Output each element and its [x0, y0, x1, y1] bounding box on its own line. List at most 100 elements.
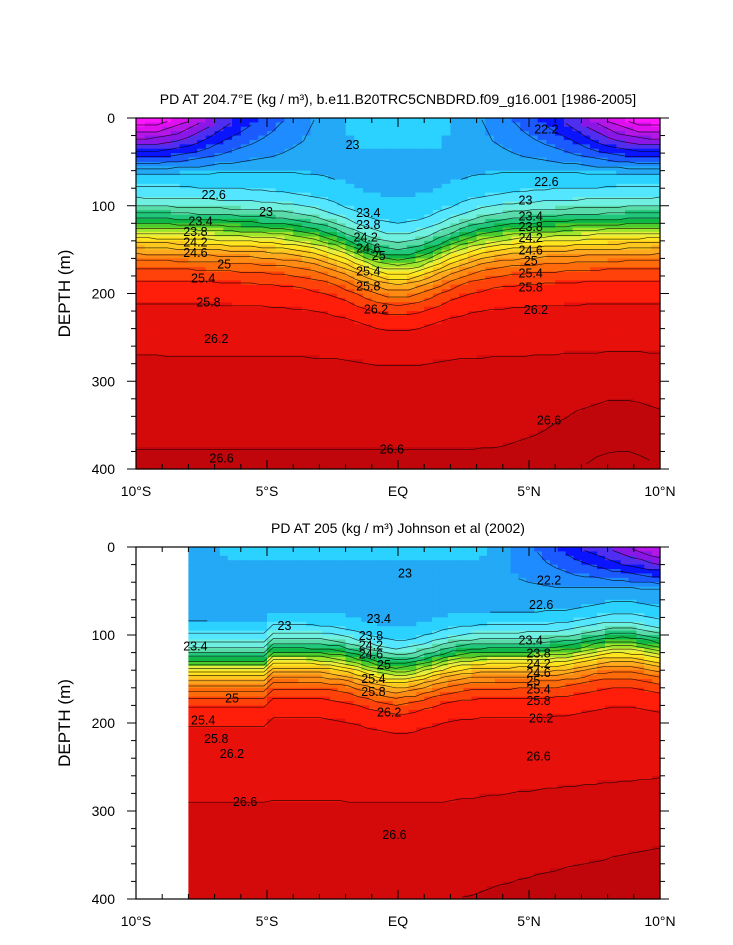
contour-cell — [301, 420, 312, 426]
contour-cell — [563, 332, 574, 338]
contour-cell — [511, 425, 521, 431]
contour-cell — [494, 447, 504, 453]
contour-cell — [424, 297, 434, 303]
contour-cell — [485, 447, 495, 453]
contour-cell — [572, 464, 582, 470]
contour-cell — [598, 407, 609, 413]
contour-cell — [642, 407, 652, 413]
contour-cell — [136, 315, 146, 321]
contour-cell — [240, 249, 251, 255]
contour-cell — [459, 350, 469, 356]
contour-cell — [616, 455, 626, 461]
contour-cell — [572, 188, 582, 194]
contour-cell — [511, 218, 521, 224]
contour-cell — [459, 332, 469, 338]
contour-cell — [625, 126, 635, 132]
contour-cell — [267, 451, 277, 457]
contour-line — [136, 247, 660, 286]
contour-cell — [572, 460, 582, 466]
contour-cell — [389, 205, 399, 211]
contour-cell — [398, 460, 408, 466]
contour-cell — [502, 297, 513, 303]
contour-cell — [205, 179, 216, 185]
contour-cell — [275, 280, 286, 286]
contour-cell — [415, 438, 425, 444]
contour-cell — [240, 135, 251, 141]
contour-cell — [205, 376, 216, 382]
contour-cell — [354, 223, 364, 229]
contour-cell — [494, 118, 504, 123]
contour-cell — [179, 337, 189, 343]
contour-cell — [529, 376, 539, 382]
contour-cell — [328, 179, 338, 185]
contour-cell — [581, 315, 591, 321]
contour-cell — [258, 188, 268, 194]
contour-cell — [240, 363, 251, 369]
contour-cell — [616, 232, 626, 238]
contour-cell — [153, 262, 163, 268]
contour-cell — [406, 398, 417, 404]
contour-cell — [467, 205, 478, 211]
contour-cell — [651, 218, 661, 224]
contour-cell — [336, 131, 347, 137]
contour-cell — [415, 218, 425, 224]
contour-cell — [563, 407, 574, 413]
contour-cell — [336, 363, 347, 369]
contour-cell — [301, 205, 312, 211]
contour-cell — [223, 249, 233, 255]
contour-cell — [223, 135, 233, 141]
contour-cell — [371, 328, 382, 334]
contour-cell — [598, 139, 609, 145]
contour-cell — [625, 297, 635, 303]
contour-cell — [607, 447, 617, 453]
contour-cell — [459, 166, 469, 172]
contour-cell — [537, 306, 548, 312]
contour-cell — [651, 232, 661, 238]
contour-cell — [590, 188, 600, 194]
contour-cell — [354, 302, 364, 308]
contour-cell — [441, 166, 451, 172]
contour-cell — [293, 460, 303, 466]
contour-cell — [651, 420, 661, 426]
y-tick-label: 100 — [92, 198, 116, 214]
contour-cell — [563, 346, 574, 352]
contour-cell — [642, 464, 652, 470]
contour-cell — [249, 337, 259, 343]
contour-cell — [651, 161, 661, 167]
contour-cell — [301, 227, 312, 233]
contour-cell — [625, 416, 635, 422]
contour-cell — [537, 324, 548, 330]
contour-cell — [197, 429, 207, 435]
contour-cell — [284, 438, 294, 444]
contour-cell — [432, 262, 443, 268]
contour-cell — [301, 157, 312, 163]
contour-cell — [459, 420, 469, 426]
contour-cell — [371, 306, 382, 312]
contour-cell — [642, 170, 652, 176]
contour-cell — [389, 420, 399, 426]
contour-cell — [511, 192, 521, 198]
contour-cell — [284, 227, 294, 233]
contour-cell — [371, 284, 382, 290]
contour-cell — [590, 438, 600, 444]
contour-cell — [415, 284, 425, 290]
contour-cell — [625, 135, 635, 141]
contour-cell — [319, 258, 329, 264]
contour-cell — [502, 311, 513, 317]
contour-cell — [520, 201, 530, 207]
contour-cell — [581, 196, 591, 202]
contour-cell — [240, 324, 251, 330]
contour-cell — [179, 258, 189, 264]
contour-cell — [502, 179, 513, 185]
contour-cell — [310, 232, 320, 238]
contour-cell — [293, 139, 303, 145]
contour-line — [136, 124, 252, 157]
contour-cell — [555, 363, 565, 369]
contour-cell — [371, 403, 382, 409]
contour-cell — [179, 214, 189, 220]
contour-cell — [563, 157, 574, 163]
contour-cell — [363, 267, 373, 273]
contour-cell — [380, 451, 390, 457]
contour-cell — [476, 258, 486, 264]
contour-cell — [336, 144, 347, 150]
